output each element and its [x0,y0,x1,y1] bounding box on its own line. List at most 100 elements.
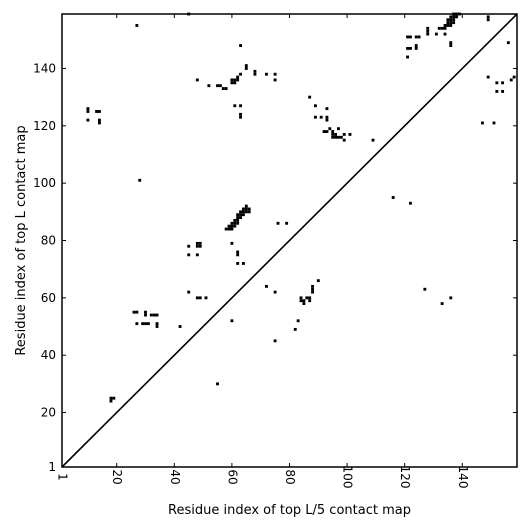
contact-point-lower [236,213,240,217]
contact-point-lower [293,327,297,331]
contact-point-lower [236,221,240,225]
contact-point-lower [241,207,245,211]
contact-point-upper [98,118,101,122]
x-tick-label: 40 [168,469,182,484]
contact-point-lower [409,201,412,205]
contact-point-lower [236,219,240,222]
contact-point-lower [241,213,245,217]
x-tick-label: 1 [56,473,70,481]
contact-point-upper [501,89,505,93]
contact-point-lower [195,296,199,300]
contact-point-upper [443,26,447,30]
contact-point-upper [325,118,329,122]
contact-point-lower [155,313,159,317]
contact-point-lower [302,299,306,303]
contact-point-lower [311,284,314,288]
contact-point-lower [244,210,248,214]
contact-point-upper [437,26,441,30]
contact-point-upper [406,55,410,59]
contact-point-lower [195,253,199,257]
contact-point-upper [218,84,222,88]
contact-point-upper [135,24,139,27]
contact-point-upper [446,24,450,27]
contact-point-lower [311,287,314,291]
contact-point-upper [244,67,248,70]
contact-point-upper [322,130,326,133]
contact-point-lower [198,296,202,300]
contact-point-lower [141,322,145,326]
contact-point-lower [302,302,306,306]
x-tick-label: 100 [341,466,355,489]
contact-point-lower [109,396,113,400]
contact-point-upper [337,127,340,131]
contact-point-upper [481,121,484,125]
contact-point-upper [239,112,242,116]
x-tick-label: 80 [283,469,297,484]
contact-point-lower [144,322,147,326]
contact-point-upper [449,41,453,45]
contact-point-upper [86,110,90,113]
contact-point-upper [239,72,242,76]
contact-point-lower [233,219,237,222]
contact-point-lower [244,204,248,208]
contact-point-upper [308,95,312,99]
contact-point-upper [236,75,240,79]
contact-point-upper [371,138,375,142]
y-tick-label: 120 [33,119,56,133]
y-tick-label: 80 [41,234,56,248]
contact-point-upper [273,78,277,82]
contact-point-lower [247,207,251,211]
contact-point-lower [239,216,242,219]
contact-point-lower [230,221,234,225]
contact-point-upper [406,35,410,39]
contact-point-lower [236,262,240,265]
contact-point-upper [224,87,228,90]
x-tick-label: 120 [398,466,412,489]
contact-point-upper [409,46,412,50]
contact-point-lower [276,221,280,225]
contact-point-upper [426,29,430,33]
contact-point-lower [241,262,245,265]
contact-point-upper [253,72,257,76]
contact-point-lower [132,310,136,314]
contact-point-lower [195,241,199,245]
contact-point-upper [337,135,340,139]
contact-point-lower [241,210,245,214]
contact-point-lower [296,319,300,323]
contact-point-lower [299,296,303,300]
contact-point-lower [285,221,289,225]
contact-point-lower [230,319,234,323]
contact-point-lower [230,227,234,231]
contact-point-lower [227,224,231,228]
contact-point-upper [342,138,346,142]
contact-point-upper [86,107,90,111]
contact-point-upper [244,64,248,68]
contact-point-lower [236,253,240,257]
contact-point-upper [434,32,438,36]
contact-point-lower [273,290,277,294]
contact-point-lower [230,241,234,245]
contact-point-upper [452,15,456,19]
contact-point-upper [86,118,90,122]
contact-point-upper [230,78,234,82]
x-tick-label: 20 [110,469,124,484]
contact-point-lower [233,221,237,225]
contact-point-upper [512,75,516,79]
x-tick-label: 60 [225,469,239,484]
contact-point-upper [449,24,453,27]
y-tick-label: 20 [41,406,56,420]
contact-point-lower [308,296,312,300]
contact-point-upper [334,135,338,139]
contact-point-upper [233,78,237,82]
contact-point-lower [155,325,159,328]
contact-point-upper [253,69,257,73]
contact-point-upper [239,104,242,108]
y-tick-label: 40 [41,348,56,362]
contact-point-upper [449,15,453,19]
contact-point-lower [146,322,150,326]
y-tick-label: 1 [48,460,56,474]
contact-point-lower [273,339,277,343]
contact-point-upper [414,46,418,50]
contact-point-upper [342,132,346,136]
contact-point-upper [452,18,456,22]
